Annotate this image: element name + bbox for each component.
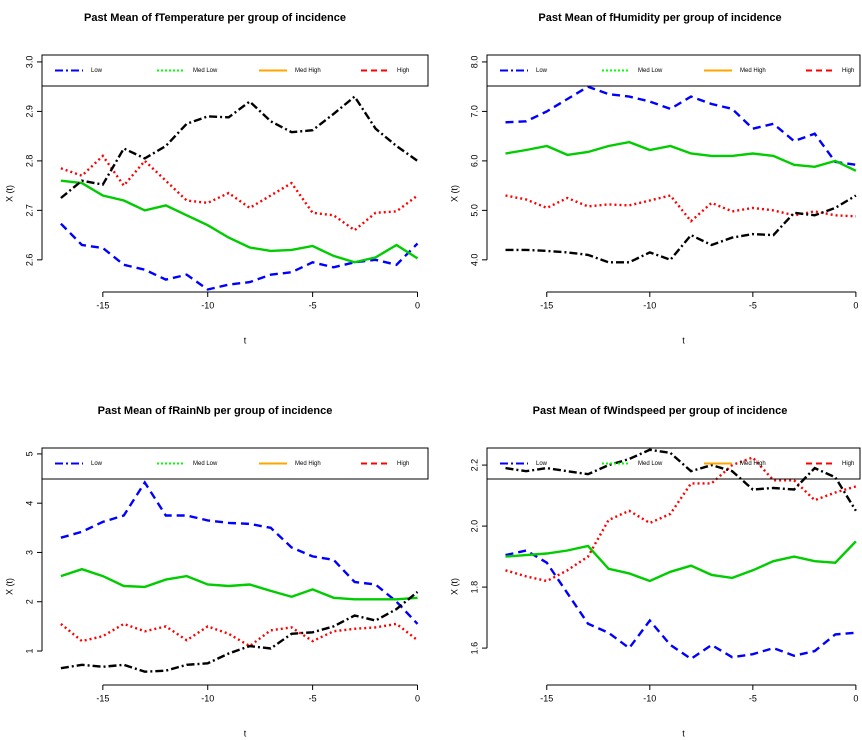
legend-label: Med High: [295, 68, 321, 74]
x-tick-label: -15: [540, 693, 553, 703]
series-line: [60, 590, 419, 673]
y-tick-label: 6.0: [469, 155, 479, 168]
panel: Past Mean of fRainNb per group of incide…: [4, 405, 429, 738]
y-axis-label: X (t): [4, 185, 14, 202]
series-line: [505, 448, 857, 512]
legend-label: Med Low: [638, 68, 663, 74]
x-axis-label: t: [682, 335, 685, 345]
y-tick-label: 2.0: [469, 520, 479, 533]
x-tick-label: 0: [853, 693, 858, 703]
y-tick-label: 7.0: [469, 105, 479, 118]
legend-label: Med Low: [638, 461, 663, 467]
legend-label: High: [842, 461, 854, 467]
legend-label: Low: [91, 68, 103, 74]
legend-label: High: [397, 461, 409, 467]
legend-label: Med High: [295, 461, 321, 467]
y-tick-label: 4: [24, 501, 34, 506]
x-tick-label: -15: [96, 300, 109, 310]
x-tick-label: -10: [643, 693, 656, 703]
panel: Past Mean of fTemperature per group of i…: [4, 12, 429, 345]
x-axis-label: t: [244, 335, 247, 345]
y-tick-label: 5: [24, 451, 34, 456]
y-tick-label: 3: [24, 550, 34, 555]
series-line: [60, 480, 419, 625]
series-line: [505, 549, 856, 661]
x-tick-label: -5: [749, 693, 757, 703]
legend-label: High: [397, 68, 409, 74]
series-line: [60, 154, 419, 232]
y-tick-label: 5.0: [469, 204, 479, 217]
x-tick-label: 0: [415, 693, 420, 703]
x-tick-label: 0: [853, 300, 858, 310]
legend-label: Low: [536, 68, 548, 74]
series-line: [505, 140, 857, 172]
chart-title: Past Mean of fWindspeed per group of inc…: [533, 405, 788, 417]
series-line: [505, 194, 856, 223]
legend-box: [486, 447, 861, 480]
y-tick-label: 4.0: [469, 254, 479, 267]
series-line: [505, 456, 857, 583]
series-line: [505, 540, 857, 583]
x-tick-label: -10: [643, 300, 656, 310]
x-axis-label: t: [244, 728, 247, 738]
x-axis-label: t: [682, 728, 685, 738]
y-tick-label: 1.6: [469, 642, 479, 655]
series-line: [505, 85, 857, 166]
chart-title: Past Mean of fHumidity per group of inci…: [538, 12, 781, 24]
series-line: [60, 179, 419, 264]
legend-label: Med Low: [193, 461, 218, 467]
legend-label: Med Low: [193, 68, 218, 74]
y-tick-label: 3.0: [24, 56, 34, 69]
series-line: [60, 622, 419, 648]
y-tick-label: 2.9: [24, 105, 34, 118]
y-tick-label: 1.8: [469, 581, 479, 594]
y-tick-label: 2.7: [24, 204, 34, 217]
chart-title: Past Mean of fRainNb per group of incide…: [98, 405, 333, 417]
legend-label: High: [842, 68, 854, 74]
legend-box: [486, 54, 861, 87]
y-tick-label: 2.2: [469, 459, 479, 472]
x-tick-label: -5: [309, 300, 317, 310]
series-line: [60, 222, 419, 291]
x-tick-label: -5: [309, 693, 317, 703]
y-tick-label: 1: [24, 648, 34, 653]
series-line: [60, 567, 418, 601]
x-tick-label: -10: [201, 300, 214, 310]
y-axis-label: X (t): [4, 578, 14, 595]
legend-box: [41, 54, 429, 87]
legend-label: Med High: [740, 461, 766, 467]
legend-label: Med High: [740, 68, 766, 74]
x-tick-label: -15: [540, 300, 553, 310]
panel: Past Mean of fWindspeed per group of inc…: [449, 405, 861, 738]
series-line: [505, 194, 857, 264]
legend-label: Low: [536, 461, 548, 467]
series-line: [60, 94, 419, 199]
x-tick-label: -10: [201, 693, 214, 703]
x-tick-label: -5: [749, 300, 757, 310]
y-tick-label: 2.8: [24, 155, 34, 168]
chart-title: Past Mean of fTemperature per group of i…: [84, 12, 346, 24]
y-axis-label: X (t): [449, 578, 459, 595]
panel: Past Mean of fHumidity per group of inci…: [449, 12, 861, 345]
legend-box: [41, 447, 429, 480]
y-tick-label: 2: [24, 599, 34, 604]
x-tick-label: 0: [415, 300, 420, 310]
legend-label: Low: [91, 461, 103, 467]
y-tick-label: 2.6: [24, 254, 34, 267]
x-tick-label: -15: [96, 693, 109, 703]
y-axis-label: X (t): [449, 185, 459, 202]
y-tick-label: 8.0: [469, 56, 479, 69]
